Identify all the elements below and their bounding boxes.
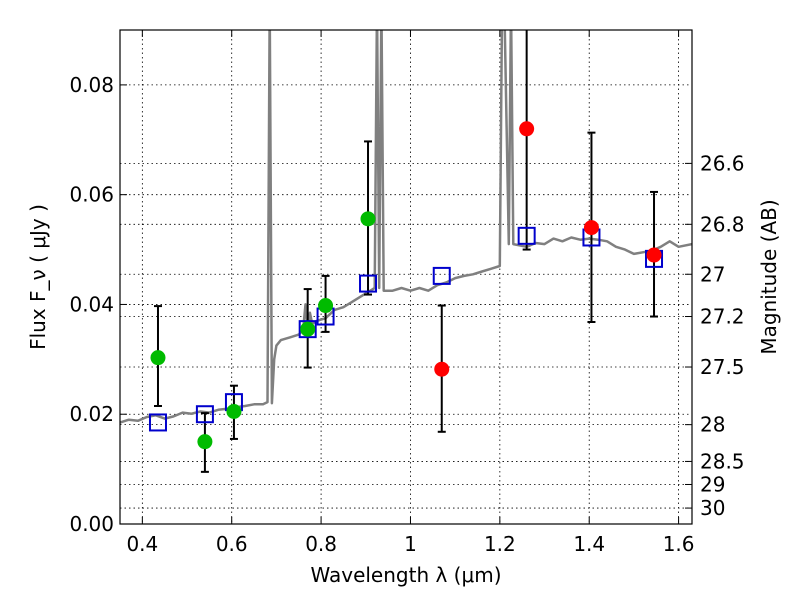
x-tick-label: 1.4 [573, 532, 605, 556]
right-tick-label: 27.5 [700, 355, 745, 379]
model-band-point [298, 320, 317, 339]
right-tick-label: 27 [700, 262, 725, 286]
y-tick-label: 0.02 [69, 402, 114, 426]
y-tick-label: 0.08 [69, 73, 114, 97]
y-tick-label: 0.00 [69, 512, 114, 536]
nir-point [646, 247, 662, 263]
right-tick-label: 27.2 [700, 305, 745, 329]
model-band-point [517, 226, 536, 245]
series-layer [120, 30, 692, 473]
y-tick-label: 0.06 [69, 183, 114, 207]
tick-labels: 0.4 0.6 0.8 1 1.2 1.4 1.6 0.00 0.02 0.04 0.06 0.08 2… [69, 73, 744, 556]
right-axis-label: Magnitude (AB) [757, 199, 781, 354]
optical-point [226, 403, 242, 419]
x-tick-label: 1.6 [663, 532, 695, 556]
plot-area [120, 30, 692, 524]
x-tick-label: 0.4 [126, 532, 158, 556]
model-band-point [359, 274, 378, 293]
x-tick-label: 0.6 [216, 532, 248, 556]
right-tick-label: 29 [700, 472, 725, 496]
x-tick-label: 1 [404, 532, 417, 556]
model-band-point [432, 266, 451, 285]
y-axis-label: Flux F_ν ( μJy ) [26, 204, 50, 350]
optical-point [150, 350, 166, 366]
optical-point [360, 211, 376, 227]
right-tick-label: 26.6 [700, 151, 745, 175]
ticks [120, 30, 692, 525]
right-tick-label: 30 [700, 496, 725, 520]
plot-frame [119, 29, 693, 525]
right-tick-label: 28 [700, 413, 725, 437]
x-tick-label: 0.8 [305, 532, 337, 556]
optical-point [318, 298, 334, 314]
model-band-point [148, 413, 167, 432]
x-axis-label: Wavelength λ (μm) [310, 563, 501, 587]
model-band-point [195, 405, 214, 424]
nir-point [583, 220, 599, 236]
y-tick-label: 0.04 [69, 292, 114, 316]
optical-point [197, 434, 213, 450]
optical-point [300, 321, 316, 337]
right-tick-label: 28.5 [700, 449, 745, 473]
nir-point [519, 121, 535, 137]
right-tick-label: 26.8 [700, 212, 745, 236]
x-tick-label: 1.2 [484, 532, 516, 556]
nir-point [434, 361, 450, 377]
